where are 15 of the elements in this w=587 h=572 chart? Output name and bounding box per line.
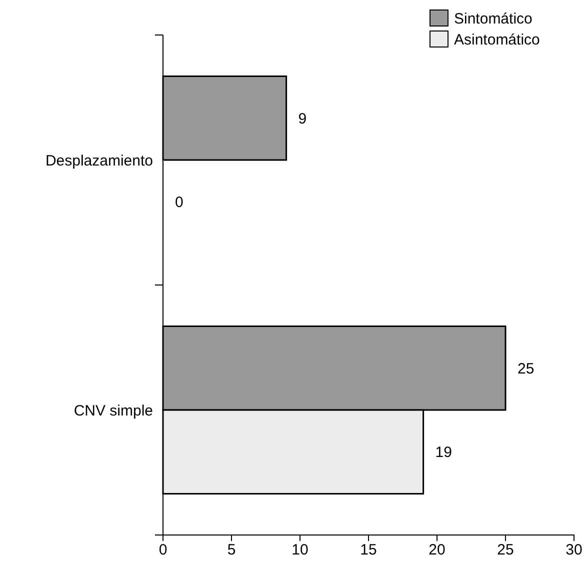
y-tick-label: CNV simple: [74, 402, 153, 420]
x-tick-label: 30: [566, 542, 582, 559]
y-tick-label: Desplazamiento: [45, 152, 153, 170]
data-label: 0: [175, 194, 184, 212]
x-tick-label: 15: [360, 542, 377, 559]
x-tick-label: 20: [428, 542, 446, 559]
data-label: 19: [435, 444, 452, 462]
legend-label: Asintomático: [454, 31, 540, 48]
x-tick-label: 5: [227, 542, 236, 559]
legend-label: Sintomático: [454, 10, 532, 28]
x-tick-label: 10: [292, 542, 308, 559]
data-label: 25: [518, 360, 534, 378]
data-label: 9: [298, 110, 307, 128]
x-tick-label: 25: [497, 542, 514, 559]
x-tick-label: 0: [158, 542, 168, 559]
